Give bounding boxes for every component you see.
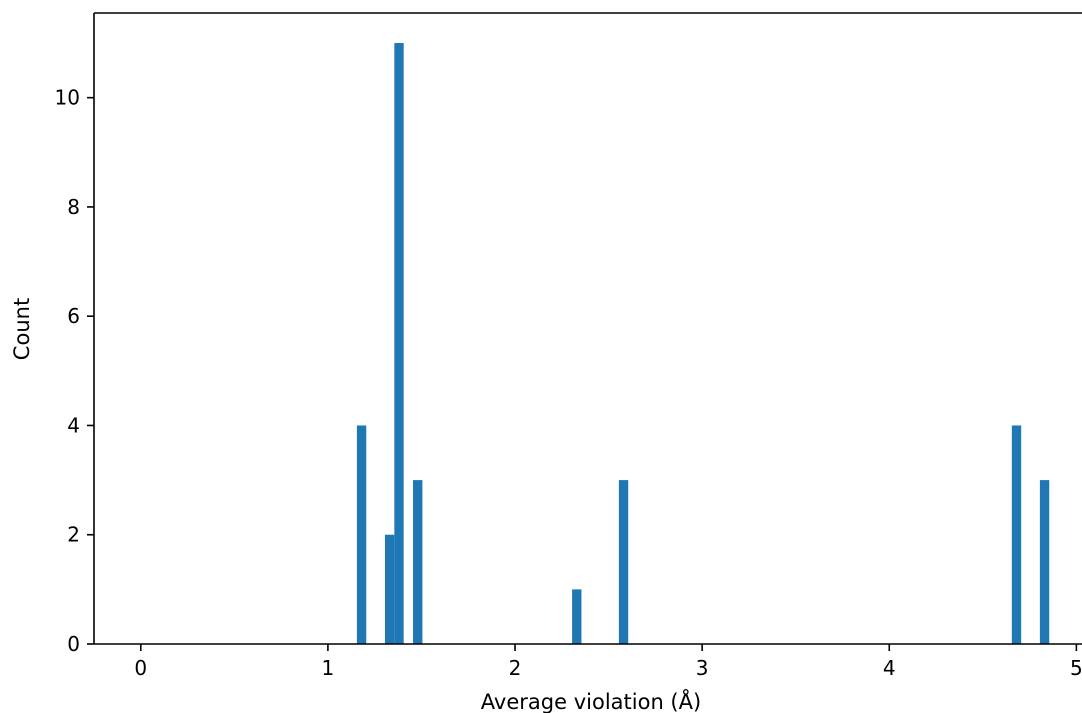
x-axis-label: Average violation (Å) — [481, 688, 701, 713]
x-tick-label: 0 — [134, 656, 147, 680]
bar — [356, 425, 367, 644]
bar — [618, 480, 629, 644]
bar — [394, 43, 404, 645]
y-ticks: 0 2 4 6 8 10 — [55, 86, 94, 656]
y-tick-label: 0 — [67, 632, 80, 656]
y-axis-label: Count — [10, 298, 34, 360]
x-tick-label: 2 — [509, 656, 522, 680]
y-tick-label: 6 — [67, 304, 80, 328]
bars-group — [356, 43, 1050, 645]
bar — [413, 480, 423, 644]
axes — [93, 12, 1082, 645]
bar — [1039, 480, 1050, 644]
bar — [572, 589, 582, 644]
bar — [384, 534, 395, 644]
y-tick-label: 4 — [67, 413, 80, 437]
x-ticks: 0 1 2 3 4 5 — [134, 644, 1082, 680]
y-tick-label: 2 — [67, 523, 80, 547]
x-tick-label: 5 — [1070, 656, 1082, 680]
bar — [1011, 425, 1022, 644]
x-tick-label: 4 — [883, 656, 896, 680]
y-tick-label: 8 — [67, 195, 80, 219]
x-tick-label: 3 — [696, 656, 709, 680]
x-tick-label: 1 — [322, 656, 335, 680]
y-tick-label: 10 — [55, 86, 80, 110]
